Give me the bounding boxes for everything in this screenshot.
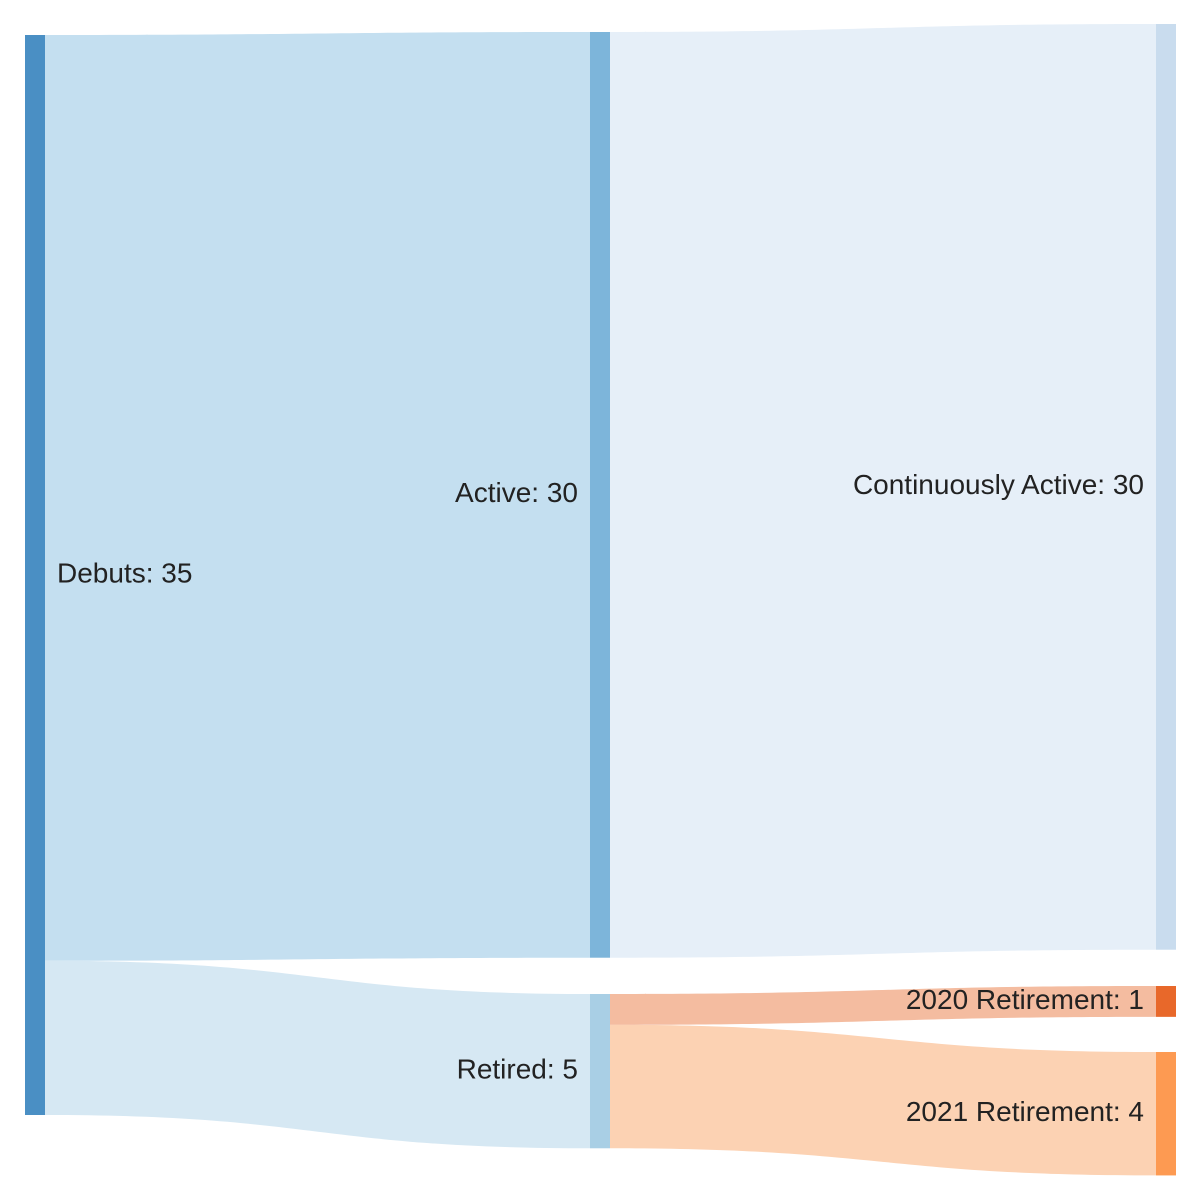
node-debuts (25, 35, 45, 1115)
node-label-retired: Retired: 5 (457, 1054, 578, 1085)
sankey-nodes (25, 24, 1176, 1176)
sankey-links (45, 24, 1156, 1176)
sankey-labels: Debuts: 35 Active: 30 Retired: 5 Continuous… (57, 469, 1144, 1127)
link-active-to-continuously_active (610, 24, 1156, 958)
node-label-continuously-active: Continuously Active: 30 (853, 469, 1144, 500)
node-retirement-2021 (1156, 1052, 1176, 1176)
node-label-retirement-2021: 2021 Retirement: 4 (906, 1096, 1144, 1127)
node-active (590, 32, 610, 958)
node-label-active: Active: 30 (455, 477, 578, 508)
link-debuts-to-active (45, 32, 590, 961)
link-retired-to-retirement_2020 (610, 986, 1156, 1025)
link-retired-to-retirement_2021 (610, 1024, 1156, 1176)
node-retired (590, 994, 610, 1149)
node-retirement-2020 (1156, 986, 1176, 1017)
node-label-retirement-2020: 2020 Retirement: 1 (906, 984, 1144, 1015)
node-continuously-active (1156, 24, 1176, 950)
node-label-debuts: Debuts: 35 (57, 557, 192, 588)
link-debuts-to-retired (45, 960, 590, 1149)
